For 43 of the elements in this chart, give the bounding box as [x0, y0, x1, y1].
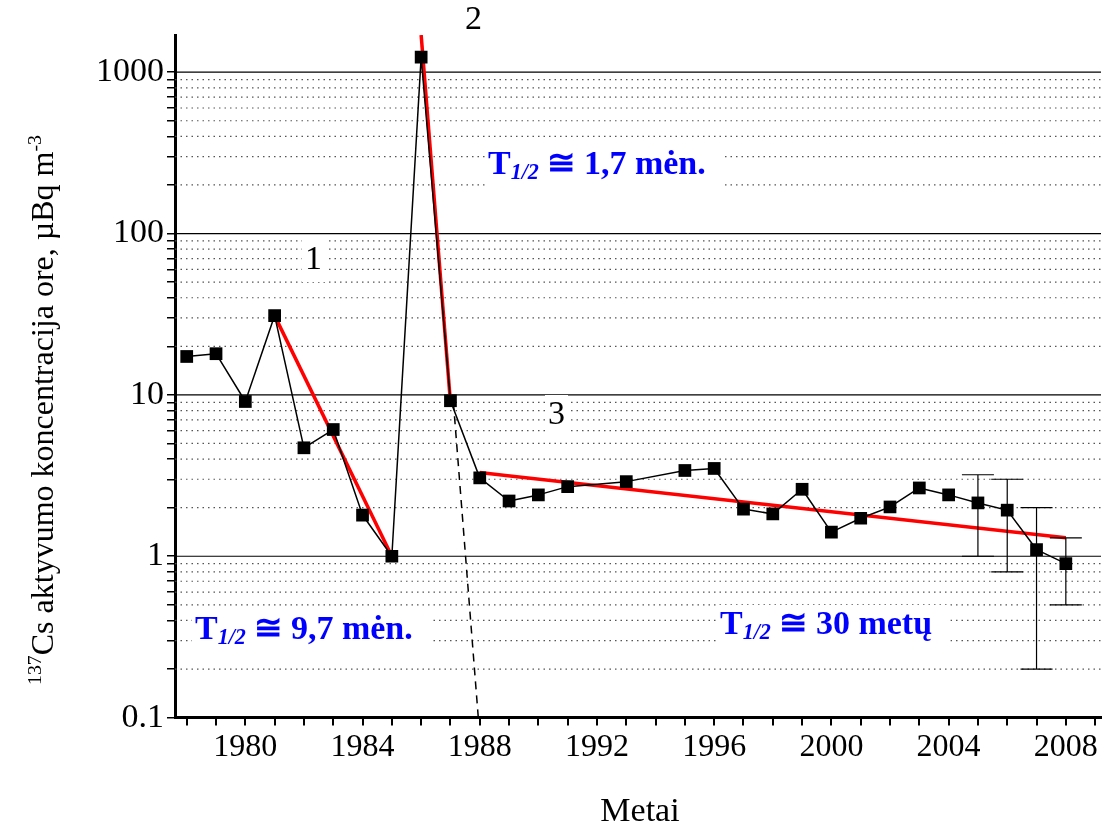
point [297, 441, 311, 455]
annotation: 3 [548, 393, 565, 431]
point [678, 464, 692, 477]
x-axis-title: Metai [600, 791, 680, 828]
point [912, 481, 926, 495]
x-tick-label: 1984 [330, 727, 395, 764]
point [737, 502, 750, 516]
point [942, 488, 955, 502]
point [619, 475, 633, 488]
x-tick-label: 1980 [213, 727, 278, 764]
point [473, 471, 487, 485]
point [1000, 503, 1014, 517]
point [356, 508, 369, 522]
y-tick-label: 100 [113, 212, 164, 250]
x-tick-label: 1992 [564, 727, 629, 764]
point [1030, 543, 1043, 556]
point [385, 549, 399, 563]
point [209, 347, 223, 361]
point [180, 350, 194, 363]
y-tick-label: 0.1 [121, 696, 164, 734]
x-tick-label: 1988 [447, 727, 512, 764]
point [1059, 557, 1073, 570]
point [238, 395, 252, 408]
point [795, 482, 809, 496]
point [854, 511, 868, 525]
point [766, 507, 780, 521]
x-tick-label: 2008 [1033, 727, 1098, 764]
x-tick-label: 2000 [799, 727, 864, 764]
point [825, 525, 838, 539]
y-tick-label: 1 [147, 535, 164, 573]
y-tick-label: 1000 [96, 51, 164, 89]
x-tick-label: 1996 [682, 727, 747, 764]
point [561, 480, 575, 494]
point [268, 309, 281, 322]
point [532, 488, 545, 502]
y-tick-label: 10 [130, 373, 164, 411]
point [326, 423, 340, 436]
point [444, 394, 457, 408]
x-tick-label: 2004 [916, 727, 981, 764]
annotation: 1 [305, 238, 322, 276]
point [414, 50, 428, 64]
point [707, 462, 721, 475]
annotation: 2 [465, 0, 482, 36]
